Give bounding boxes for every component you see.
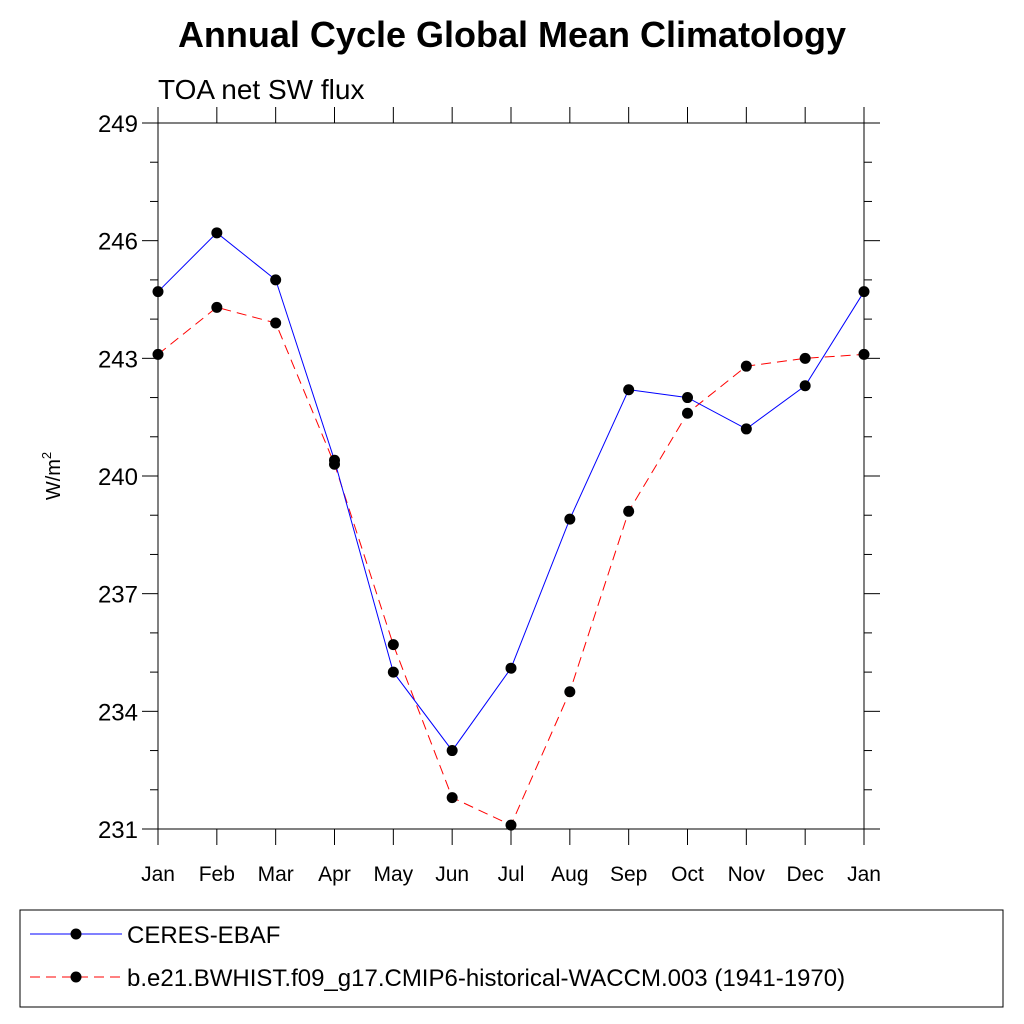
y-axis-label-exponent: 2 <box>39 452 54 459</box>
y-tick-label: 237 <box>98 582 138 609</box>
y-axis-label: W/m2 <box>39 452 65 500</box>
series-1-point <box>740 360 752 372</box>
x-tick-label: Oct <box>671 863 704 886</box>
series-1-point <box>564 686 576 698</box>
plot-frame <box>157 122 865 830</box>
legend-box <box>19 909 1004 1008</box>
plot-area: 231 234 237 240 243 246 249 Jan Feb Mar Apr May Jun J… <box>98 107 881 886</box>
x-tick-label: Aug <box>551 863 588 886</box>
series-1-point <box>446 792 458 804</box>
series-1-point <box>505 819 517 831</box>
chart-subtitle: TOA net SW flux <box>158 74 364 105</box>
legend-marker-waccm <box>70 971 82 983</box>
x-tick-label: Jan <box>847 863 881 886</box>
legend-marker-ceres <box>70 928 82 940</box>
x-tick-label: Jan <box>141 863 175 886</box>
series-1-point <box>270 317 282 329</box>
series-0-point <box>682 392 693 404</box>
series-1-point <box>211 301 223 313</box>
series-0-point <box>799 380 811 392</box>
series-1-point <box>623 505 635 517</box>
series-0-point <box>270 274 282 286</box>
legend-label-ceres: CERES-EBAF <box>127 922 280 949</box>
x-tick-label: Nov <box>728 863 766 886</box>
x-tick-label: Jun <box>435 863 469 886</box>
x-tick-label: Mar <box>258 863 294 886</box>
x-tick-label: Apr <box>318 863 351 886</box>
series-0-point <box>564 513 576 525</box>
series-line-1 <box>157 306 865 826</box>
legend-label-waccm: b.e21.BWHIST.f09_g17.CMIP6-historical-WA… <box>127 965 845 992</box>
series-0-point <box>740 423 752 435</box>
y-tick-label: 249 <box>98 111 138 138</box>
x-tick-label: May <box>373 863 413 886</box>
series-1-point <box>682 407 693 419</box>
y-axis-label-unit: W/m <box>43 459 65 500</box>
series-0-point <box>623 384 635 396</box>
x-tick-label: Jul <box>498 863 525 886</box>
y-tick-label: 234 <box>98 699 138 726</box>
series-0-point <box>446 745 458 757</box>
series-1-point <box>329 458 340 470</box>
x-tick-label: Feb <box>199 863 235 886</box>
y-tick-label: 231 <box>98 817 138 844</box>
x-tick-label: Dec <box>786 863 823 886</box>
x-tick-label: Sep <box>610 863 647 886</box>
series-0-point <box>211 227 223 239</box>
y-tick-label: 240 <box>98 464 138 491</box>
series-0-point <box>505 662 517 674</box>
series-0-point <box>387 666 399 678</box>
chart-title: Annual Cycle Global Mean Climatology <box>178 14 846 55</box>
y-tick-label: 246 <box>98 229 138 256</box>
series-1-point <box>387 639 399 651</box>
y-tick-label: 243 <box>98 346 138 373</box>
series-1-point <box>799 352 811 364</box>
